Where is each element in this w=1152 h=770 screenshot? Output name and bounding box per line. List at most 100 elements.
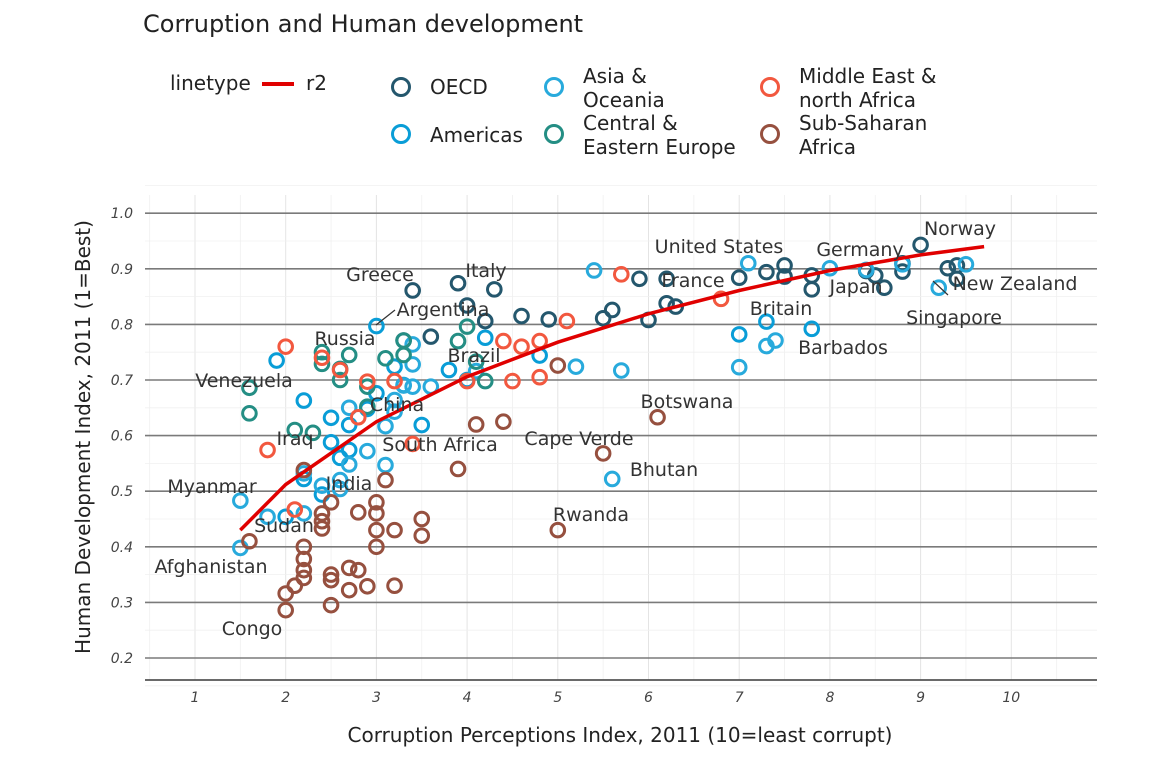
data-point [331,361,349,379]
country-label: Japan [829,276,883,298]
data-point [386,521,403,539]
data-point [322,494,340,511]
data-point [368,317,385,335]
x-tick-label: 4 [463,690,472,706]
data-point [277,601,295,619]
x-tick-label: 7 [735,690,744,706]
data-point [295,569,313,587]
x-tick-label: 1 [191,690,200,706]
data-point [776,268,793,285]
y-tick-label: 0.6 [111,429,133,445]
y-tick-label: 0.4 [111,540,133,556]
data-point [286,577,304,595]
data-point [594,309,612,327]
legend-label-asia: Asia & Oceania [583,64,665,112]
data-point [322,566,340,583]
data-point [322,571,340,589]
data-point [386,391,403,409]
legend: linetype r2 OECD Americas Asia & Oceania… [0,0,1152,170]
data-point [295,505,313,522]
data-point [331,480,349,498]
data-point [495,332,512,350]
data-point [404,356,421,373]
data-point [340,399,358,417]
data-point [404,435,421,453]
country-label: South Africa [382,434,497,456]
data-point [449,460,467,478]
data-point [331,471,349,489]
y-tick-label: 0.3 [111,595,133,611]
legend-r2-line [262,82,294,86]
country-label: Iraq [276,428,313,450]
data-point [313,343,331,361]
data-point [948,257,966,274]
data-point [368,505,385,522]
country-label: Italy [465,260,506,282]
data-point [359,577,376,595]
data-point [631,270,648,288]
data-point [513,338,530,355]
data-point [340,559,358,577]
data-point [313,349,331,367]
country-label: Germany [816,239,903,261]
country-label: Greece [346,264,414,286]
country-label: Brazil [447,345,500,367]
data-point [313,355,331,373]
data-point [540,311,558,328]
x-tick-label: 5 [553,690,562,706]
x-tick-label: 3 [372,690,381,706]
legend-key-oecd [391,77,411,97]
data-point [612,266,630,283]
data-point [295,538,313,556]
data-point [730,326,748,343]
data-point [277,338,295,355]
data-point [322,409,340,427]
data-point [404,282,421,299]
data-point [803,281,821,298]
data-point [957,256,975,273]
chart-title: Corruption and Human development [143,10,584,38]
legend-key-mena [760,77,780,97]
data-point [585,262,603,279]
data-point [359,373,376,390]
x-tick-label: 8 [825,690,834,706]
x-tick-label: 6 [644,690,653,706]
data-point [603,301,621,319]
data-point [939,259,957,277]
legend-r2-label: r2 [306,71,327,95]
data-point [304,424,322,442]
data-point [377,471,394,489]
data-point [295,392,313,409]
data-point [340,346,358,364]
legend-key-asia [544,77,564,97]
data-point [440,361,458,379]
data-point [241,379,258,397]
data-point [404,336,421,353]
data-point [386,403,403,420]
country-label: Venezuela [195,370,293,392]
y-tick-label: 0.9 [111,262,133,278]
y-tick-label: 0.7 [111,373,133,389]
country-label: New Zealand [953,273,1078,295]
data-point [368,521,385,539]
data-point [413,527,431,544]
data-point [259,441,276,459]
annotation-leader-line [932,280,949,296]
data-point [322,433,340,451]
trend-line-r2 [239,244,985,532]
data-point [912,236,929,254]
y-tick-label: 1.0 [111,206,133,222]
data-point [377,417,394,435]
data-point [359,398,376,415]
data-point [458,297,476,314]
country-label: Norway [924,218,996,240]
data-point [930,279,948,297]
country-label: United States [655,236,784,258]
data-point [476,372,494,390]
country-label: Sudan [254,515,314,537]
x-axis-label: Corruption Perceptions Index, 2011 (10=l… [348,723,893,747]
legend-key-cee [544,124,564,144]
data-point [395,377,412,394]
data-point [739,254,757,272]
country-label: Congo [222,618,283,640]
